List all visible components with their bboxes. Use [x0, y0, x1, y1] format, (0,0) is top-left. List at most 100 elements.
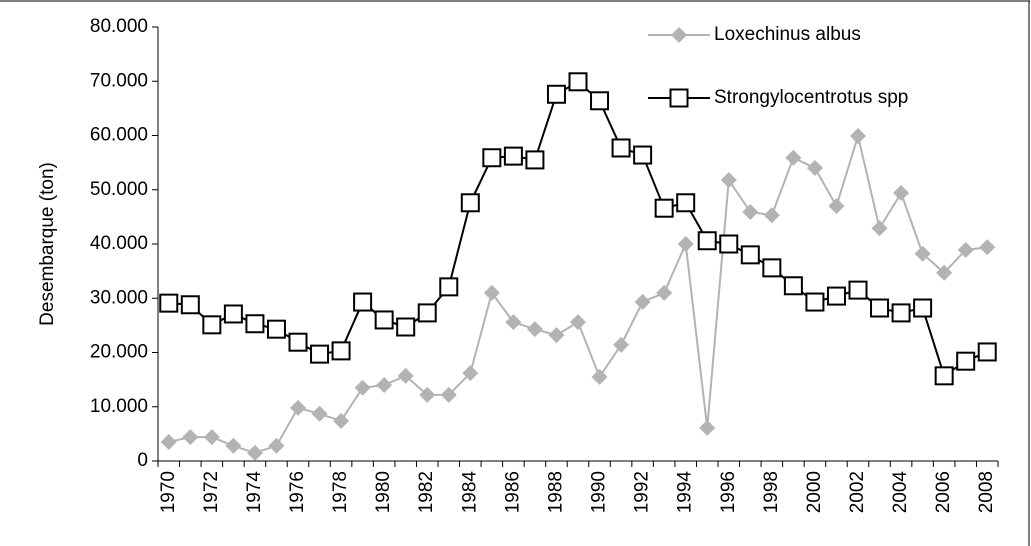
square-marker [353, 292, 373, 312]
legend-label: Loxechinus albus [714, 24, 861, 45]
diamond-marker [462, 365, 479, 382]
x-tick-label: 1978 [330, 471, 351, 513]
square-marker [417, 303, 437, 323]
square-marker [590, 91, 610, 111]
square-marker [676, 193, 696, 213]
square-marker [159, 293, 179, 313]
diamond-marker [225, 437, 242, 454]
diamond-marker [397, 367, 414, 384]
y-tick-label: 0 [137, 450, 148, 471]
x-tick-label: 2006 [933, 471, 954, 513]
diamond-marker [246, 444, 263, 461]
square-marker [331, 341, 351, 361]
square-marker [654, 198, 674, 218]
diamond-marker [914, 245, 931, 262]
x-tick-label: 1980 [373, 471, 394, 513]
y-tick-label: 10.000 [90, 396, 148, 417]
square-marker [245, 314, 265, 334]
square-marker [913, 298, 933, 318]
square-marker [288, 332, 308, 352]
diamond-marker [440, 386, 457, 403]
square-marker [266, 319, 286, 339]
square-marker [870, 298, 890, 318]
y-tick-label: 40.000 [90, 233, 148, 254]
x-tick-label: 2000 [804, 471, 825, 513]
diamond-marker [419, 386, 436, 403]
square-marker [697, 231, 717, 251]
x-tick-label: 2008 [976, 471, 997, 513]
x-tick-label: 2002 [847, 471, 868, 513]
x-tick-label: 1972 [201, 471, 222, 513]
square-marker [826, 286, 846, 306]
x-tick-label: 1998 [761, 471, 782, 513]
diamond-marker [203, 429, 220, 446]
square-marker [310, 344, 330, 364]
diamond-marker [720, 171, 737, 188]
square-marker [568, 72, 588, 92]
square-marker [719, 234, 739, 254]
diamond-marker [290, 399, 306, 416]
square-marker [891, 303, 911, 323]
x-tick-label: 1988 [545, 471, 566, 513]
x-tick-label: 1974 [244, 471, 265, 514]
diamond-marker [268, 437, 285, 454]
x-tick-label: 1990 [589, 471, 610, 513]
square-marker [180, 295, 200, 315]
diamond-marker [634, 294, 651, 311]
square-marker [482, 148, 502, 168]
diamond-marker [311, 405, 328, 422]
legend-marker [669, 88, 689, 108]
square-marker [956, 351, 976, 371]
diamond-marker [763, 207, 780, 224]
square-marker [740, 245, 760, 265]
x-tick-label: 1996 [718, 471, 739, 513]
square-marker [439, 277, 459, 297]
diamond-marker [591, 368, 608, 385]
square-marker [374, 310, 394, 330]
diamond-marker [548, 327, 565, 344]
diamond-marker [699, 419, 716, 436]
square-marker [762, 258, 782, 278]
y-tick-label: 70.000 [90, 70, 148, 91]
diamond-marker [785, 149, 802, 166]
x-tick-label: 1984 [459, 471, 480, 514]
square-marker [633, 145, 653, 165]
y-tick-label: 30.000 [90, 287, 148, 308]
y-tick-label: 50.000 [90, 179, 148, 200]
diamond-marker [871, 220, 888, 237]
y-tick-label: 80.000 [90, 16, 148, 37]
diamond-marker [936, 264, 953, 281]
diamond-marker [850, 128, 866, 145]
x-tick-label: 1992 [632, 471, 653, 513]
square-marker [783, 276, 803, 296]
square-marker [611, 138, 631, 158]
square-marker [202, 315, 222, 335]
square-marker [525, 150, 545, 170]
legend-label: Strongylocentrotus spp [714, 87, 908, 108]
y-axis-title: Desembarque (ton) [37, 162, 58, 326]
square-marker [805, 292, 825, 312]
x-tick-label: 1976 [287, 471, 308, 513]
diamond-marker [742, 203, 759, 220]
square-marker [503, 146, 523, 166]
diamond-marker [333, 412, 350, 429]
diamond-marker [354, 379, 371, 396]
x-tick-label: 1994 [675, 471, 696, 514]
square-marker [977, 342, 997, 362]
diamond-marker [483, 284, 500, 301]
diamond-marker [570, 314, 586, 331]
diamond-marker [526, 321, 543, 338]
square-marker [460, 193, 480, 213]
x-tick-label: 1982 [416, 471, 437, 513]
square-marker [223, 304, 243, 324]
diamond-marker [656, 284, 673, 301]
diamond-marker [806, 160, 823, 177]
legend-marker [671, 27, 687, 43]
diamond-marker [828, 198, 845, 215]
series-line [168, 80, 988, 378]
square-marker [848, 280, 868, 300]
square-marker [934, 366, 954, 386]
diamond-marker [979, 239, 996, 256]
diamond-marker [376, 377, 393, 394]
